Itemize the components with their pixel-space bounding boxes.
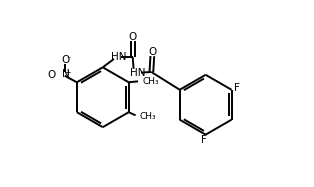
Text: N: N — [62, 69, 69, 79]
Text: CH₃: CH₃ — [142, 77, 159, 86]
Text: CH₃: CH₃ — [139, 112, 156, 121]
Text: O: O — [47, 70, 56, 80]
Text: F: F — [234, 83, 240, 93]
Text: HN: HN — [130, 68, 145, 78]
Text: O: O — [148, 47, 156, 57]
Text: F: F — [201, 135, 207, 145]
Text: ⁻: ⁻ — [67, 54, 71, 63]
Text: +: + — [64, 68, 71, 77]
Text: O: O — [128, 32, 137, 42]
Text: O: O — [61, 55, 69, 65]
Text: HN: HN — [111, 52, 126, 62]
